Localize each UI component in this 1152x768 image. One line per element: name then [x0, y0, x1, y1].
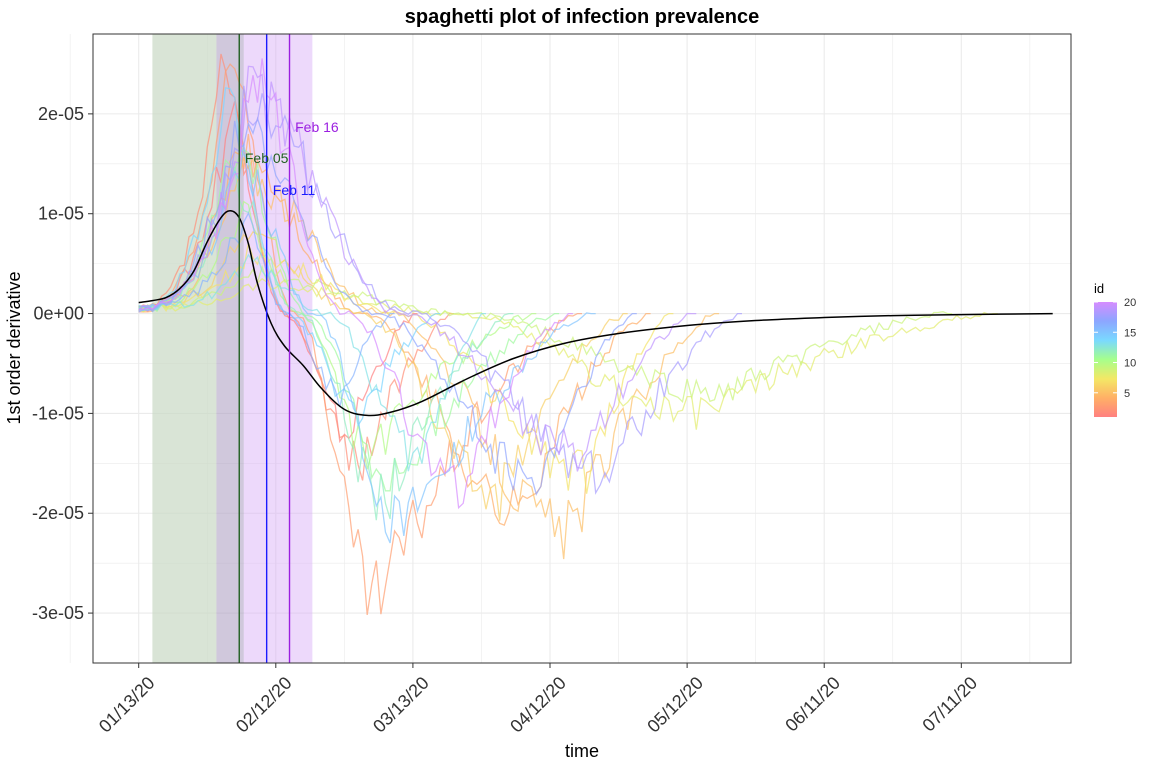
y-tick-label: -1e-05 [32, 403, 84, 423]
legend-tick-label: 5 [1124, 388, 1130, 400]
x-tick-label: 03/13/20 [369, 673, 433, 737]
vertical-lines [238, 34, 291, 663]
legend: id 5 10 15 20 [1094, 281, 1136, 417]
series-line [138, 277, 998, 430]
legend-tick-label: 15 [1124, 327, 1136, 339]
legend-colorbar [1094, 302, 1117, 417]
legend-ticks: 5 10 15 20 [1094, 297, 1136, 400]
legend-tick-label: 10 [1124, 358, 1136, 370]
x-tick-label: 04/12/20 [506, 673, 570, 737]
legend-tick-label: 20 [1124, 297, 1136, 309]
panel-border [92, 33, 1072, 664]
x-tick-label: 06/11/20 [781, 673, 844, 736]
x-tick-label: 05/12/20 [643, 673, 707, 737]
panel-background [93, 34, 1071, 663]
mean-line-layer [138, 209, 1053, 417]
chart-title: spaghetti plot of infection prevalence [405, 6, 760, 28]
series-line [138, 58, 573, 510]
vline-label: Feb 16 [295, 119, 339, 135]
x-tick-label: 02/12/20 [232, 673, 296, 737]
series-line [138, 53, 454, 481]
series-line [138, 200, 537, 470]
y-tick-label: 1e-05 [38, 204, 84, 224]
plot-panel: Feb 05 Feb 11 Feb 16 [69, 33, 1072, 664]
series-line [138, 253, 486, 472]
x-tick-label: 07/11/20 [918, 673, 981, 736]
series-line [138, 156, 720, 560]
series-line [138, 63, 582, 615]
y-axis-title: 1st order derivative [4, 271, 24, 424]
y-tick-label: -3e-05 [32, 603, 84, 623]
x-axis-title: time [565, 741, 599, 761]
legend-title: id [1094, 281, 1104, 296]
y-axis: 2e-05 1e-05 0e+00 -1e-05 -2e-05 -3e-05 [32, 104, 93, 623]
shaded-region [152, 34, 217, 663]
vline-label: Feb 05 [245, 150, 289, 166]
y-tick-label: 0e+00 [33, 304, 84, 324]
x-tick-label: 01/13/20 [95, 673, 159, 737]
series-line [138, 143, 596, 544]
y-tick-label: -2e-05 [32, 503, 84, 523]
mean-line [138, 209, 1053, 417]
series-lines [138, 53, 998, 615]
annotations: Feb 05 Feb 11 Feb 16 [245, 119, 339, 198]
y-tick-label: 2e-05 [38, 104, 84, 124]
x-axis: 01/13/20 02/12/20 03/13/20 04/12/20 05/12/20… [95, 663, 981, 736]
vline-label: Feb 11 [273, 182, 316, 198]
grid [69, 34, 1071, 663]
series-line [138, 65, 697, 472]
